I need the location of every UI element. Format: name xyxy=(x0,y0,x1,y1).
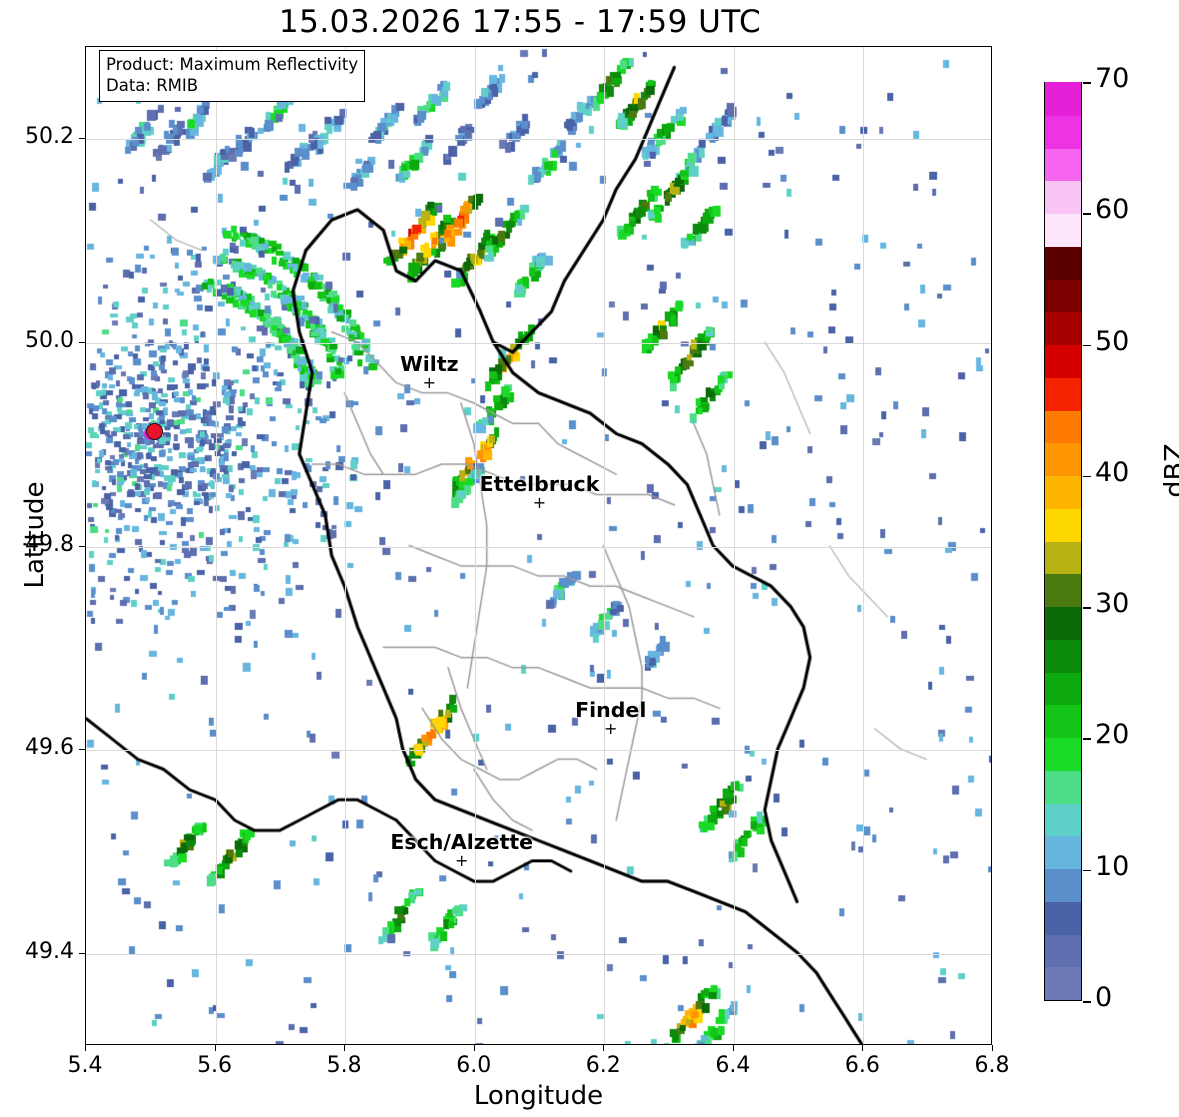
colorbar-band xyxy=(1045,671,1081,706)
colorbar-band xyxy=(1045,278,1081,313)
colorbar-band xyxy=(1045,736,1081,771)
y-tick xyxy=(79,953,85,955)
x-tick xyxy=(344,1045,346,1051)
colorbar-band xyxy=(1045,507,1081,542)
colorbar-tick-label: 70 xyxy=(1095,63,1130,94)
y-tick-label: 50.0 xyxy=(25,327,74,353)
gridline-vertical xyxy=(215,47,217,1044)
data-source-line: Data: RMIB xyxy=(106,76,199,96)
x-tick xyxy=(473,1045,475,1051)
gridline-horizontal xyxy=(86,750,991,752)
x-tick-label: 5.6 xyxy=(197,1053,233,1078)
radar-reflectivity-map xyxy=(86,47,991,1044)
colorbar-unit-label: dBZ xyxy=(1159,443,1179,498)
colorbar-band xyxy=(1045,573,1081,607)
gridline-horizontal xyxy=(86,546,991,548)
colorbar-band xyxy=(1045,376,1081,411)
product-line: Product: Maximum Reflectivity xyxy=(106,55,359,74)
colorbar-band xyxy=(1045,343,1081,378)
colorbar-band xyxy=(1045,245,1081,280)
x-tick-label: 5.4 xyxy=(67,1053,103,1078)
colorbar-tick-label: 50 xyxy=(1095,325,1130,357)
y-tick xyxy=(79,749,85,751)
colorbar-band xyxy=(1045,212,1081,247)
colorbar-tick-label: 20 xyxy=(1095,719,1130,751)
x-tick xyxy=(603,1045,605,1051)
gridline-vertical xyxy=(733,47,735,1044)
y-tick xyxy=(79,341,85,343)
colorbar-band xyxy=(1045,474,1081,509)
y-tick-label: 50.2 xyxy=(25,123,74,149)
colorbar xyxy=(1044,81,1082,1001)
colorbar-band xyxy=(1045,867,1081,902)
colorbar-tick xyxy=(1083,607,1091,609)
colorbar-band xyxy=(1045,933,1081,968)
gridline-vertical xyxy=(604,47,606,1044)
x-tick-label: 6.6 xyxy=(844,1053,880,1078)
x-tick xyxy=(214,1045,216,1051)
colorbar-tick xyxy=(1083,82,1091,84)
gridline-horizontal xyxy=(86,138,991,140)
page-title: 15.03.2026 17:55 - 17:59 UTC xyxy=(278,4,762,40)
colorbar-tick xyxy=(1083,344,1091,347)
x-tick xyxy=(732,1045,734,1051)
colorbar-tick xyxy=(1083,738,1091,741)
x-tick-label: 6.4 xyxy=(715,1053,751,1078)
colorbar-band xyxy=(1045,704,1081,738)
gridline-vertical xyxy=(345,47,347,1044)
x-tick xyxy=(992,1045,993,1051)
gridline-horizontal xyxy=(86,342,991,344)
y-axis-label: Latitude xyxy=(20,481,50,589)
colorbar-tick xyxy=(1083,213,1091,215)
x-tick-label: 5.8 xyxy=(326,1053,362,1078)
colorbar-tick-label: 10 xyxy=(1095,850,1130,882)
colorbar-tick-label: 30 xyxy=(1095,588,1130,620)
gridline-vertical xyxy=(863,47,865,1044)
colorbar-band xyxy=(1045,180,1081,214)
x-tick xyxy=(862,1045,864,1051)
colorbar-band xyxy=(1045,114,1081,149)
product-info-box: Product: Maximum Reflectivity Data: RMIB xyxy=(99,50,366,102)
y-tick-label: 49.4 xyxy=(25,939,74,965)
colorbar-tick-label: 60 xyxy=(1095,194,1130,226)
y-tick-label: 49.8 xyxy=(25,531,74,557)
colorbar-band xyxy=(1045,769,1081,804)
colorbar-band xyxy=(1045,802,1081,837)
colorbar-tick-label: 0 xyxy=(1095,982,1113,1013)
colorbar-band xyxy=(1045,409,1081,444)
x-axis-label: Longitude xyxy=(473,1081,604,1111)
colorbar-band xyxy=(1045,900,1081,935)
x-tick xyxy=(85,1045,86,1051)
colorbar-band xyxy=(1045,311,1081,345)
radar-plot-frame: Wiltz + Ettelbruck + Findel + Esch/Alzette + xyxy=(85,46,992,1045)
colorbar-band xyxy=(1045,605,1081,640)
colorbar-band xyxy=(1045,638,1081,673)
y-tick xyxy=(79,545,85,547)
x-tick-label: 6.2 xyxy=(585,1053,621,1078)
y-tick-label: 49.6 xyxy=(25,735,74,761)
x-tick-label: 6.8 xyxy=(974,1053,1010,1078)
gridline-horizontal xyxy=(86,954,991,956)
gridline-vertical xyxy=(474,47,476,1044)
radar-site-dot xyxy=(146,423,164,441)
colorbar-tick xyxy=(1083,869,1091,872)
colorbar-tick xyxy=(1083,475,1091,478)
colorbar-tick-label: 40 xyxy=(1095,456,1130,488)
colorbar-band xyxy=(1045,835,1081,869)
x-tick-label: 6.0 xyxy=(456,1053,492,1078)
colorbar-band xyxy=(1045,442,1081,476)
colorbar-band xyxy=(1045,966,1081,1000)
colorbar-band xyxy=(1045,81,1081,116)
colorbar-tick xyxy=(1083,1001,1091,1003)
colorbar-band xyxy=(1045,147,1081,182)
y-tick xyxy=(79,137,85,139)
colorbar-band xyxy=(1045,540,1081,575)
